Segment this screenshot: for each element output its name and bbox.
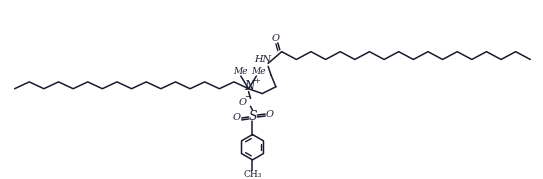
Text: N: N [244, 80, 255, 93]
Text: −: − [244, 93, 251, 101]
Text: S: S [248, 110, 257, 122]
Text: CH₃: CH₃ [243, 170, 262, 179]
Text: O: O [233, 113, 241, 122]
Text: HN: HN [254, 55, 271, 64]
Text: O: O [272, 35, 280, 43]
Text: Me: Me [233, 67, 248, 76]
Text: Me: Me [251, 67, 266, 76]
Text: +: + [253, 77, 260, 85]
Text: O: O [239, 98, 247, 107]
Text: O: O [266, 110, 274, 118]
